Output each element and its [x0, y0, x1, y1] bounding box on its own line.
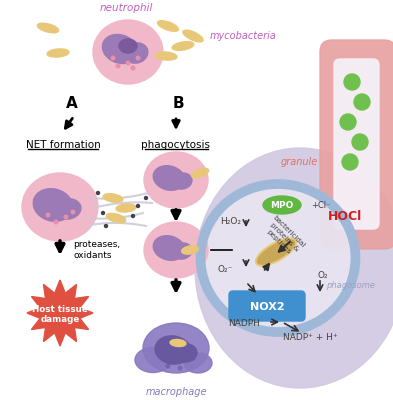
Text: H₂O₂: H₂O₂ [220, 218, 241, 226]
Text: A: A [66, 96, 78, 111]
Circle shape [340, 114, 356, 130]
Circle shape [132, 214, 134, 218]
Text: bactericidal
proteins &
peptides: bactericidal proteins & peptides [262, 215, 306, 259]
Text: +Cl⁻: +Cl⁻ [311, 202, 331, 210]
Circle shape [111, 56, 115, 60]
Text: O₂: O₂ [318, 270, 329, 280]
Ellipse shape [55, 199, 81, 219]
Ellipse shape [155, 52, 177, 60]
Circle shape [352, 134, 368, 150]
Ellipse shape [158, 21, 178, 31]
Ellipse shape [195, 148, 393, 388]
Ellipse shape [119, 39, 137, 53]
Text: O₂⁻: O₂⁻ [218, 266, 233, 274]
Text: NOX2: NOX2 [250, 302, 284, 312]
Ellipse shape [37, 23, 59, 33]
Circle shape [116, 64, 120, 68]
Ellipse shape [143, 323, 209, 373]
Ellipse shape [191, 168, 209, 178]
FancyBboxPatch shape [229, 291, 305, 321]
Ellipse shape [255, 238, 296, 266]
Text: Host tissue: Host tissue [32, 306, 88, 314]
Ellipse shape [103, 194, 123, 202]
Circle shape [158, 354, 162, 358]
Circle shape [145, 196, 147, 200]
Ellipse shape [33, 189, 73, 221]
Circle shape [178, 366, 182, 370]
Circle shape [354, 94, 370, 110]
Circle shape [46, 213, 50, 217]
Text: B: B [173, 96, 185, 111]
Circle shape [71, 210, 75, 214]
Ellipse shape [263, 196, 301, 214]
Text: damage: damage [40, 316, 80, 324]
Text: neutrophil: neutrophil [99, 3, 153, 13]
Ellipse shape [172, 243, 192, 259]
Text: mycobacteria: mycobacteria [210, 31, 277, 41]
Ellipse shape [135, 348, 171, 372]
Ellipse shape [170, 340, 186, 346]
Ellipse shape [106, 213, 126, 223]
Circle shape [131, 66, 135, 70]
Ellipse shape [124, 43, 148, 63]
Text: NET formation: NET formation [26, 140, 100, 150]
Circle shape [342, 154, 358, 170]
Ellipse shape [93, 20, 163, 84]
FancyBboxPatch shape [320, 40, 393, 249]
Text: MPO: MPO [270, 200, 294, 210]
Ellipse shape [175, 344, 197, 362]
Ellipse shape [257, 240, 294, 264]
Ellipse shape [182, 246, 198, 254]
Text: HOCl: HOCl [328, 210, 362, 224]
Text: macrophage: macrophage [145, 387, 207, 397]
Circle shape [126, 61, 130, 65]
Ellipse shape [153, 166, 185, 190]
Circle shape [344, 74, 360, 90]
Circle shape [54, 220, 58, 224]
Ellipse shape [200, 184, 356, 332]
Ellipse shape [103, 34, 138, 64]
Circle shape [97, 192, 99, 194]
FancyBboxPatch shape [334, 59, 379, 229]
Ellipse shape [153, 236, 185, 260]
Text: phagosome: phagosome [326, 280, 375, 290]
Text: NADP⁺ + H⁺: NADP⁺ + H⁺ [283, 334, 338, 342]
Ellipse shape [47, 49, 69, 57]
Circle shape [181, 344, 185, 348]
Text: NADPH: NADPH [228, 318, 260, 328]
Ellipse shape [144, 152, 208, 208]
Text: proteases,
oxidants: proteases, oxidants [73, 240, 120, 260]
Ellipse shape [183, 30, 203, 42]
Ellipse shape [155, 336, 191, 364]
Circle shape [105, 224, 108, 228]
Ellipse shape [116, 204, 136, 212]
Ellipse shape [144, 222, 208, 278]
Ellipse shape [172, 173, 192, 189]
Ellipse shape [22, 173, 98, 241]
Text: granule: granule [281, 157, 318, 167]
Circle shape [136, 204, 140, 208]
Circle shape [191, 356, 195, 360]
Circle shape [64, 215, 68, 219]
Polygon shape [27, 280, 93, 346]
Circle shape [166, 364, 170, 368]
Circle shape [101, 212, 105, 214]
Text: phagocytosis: phagocytosis [141, 140, 211, 150]
Ellipse shape [184, 353, 212, 373]
Circle shape [136, 56, 140, 60]
Ellipse shape [172, 42, 194, 50]
